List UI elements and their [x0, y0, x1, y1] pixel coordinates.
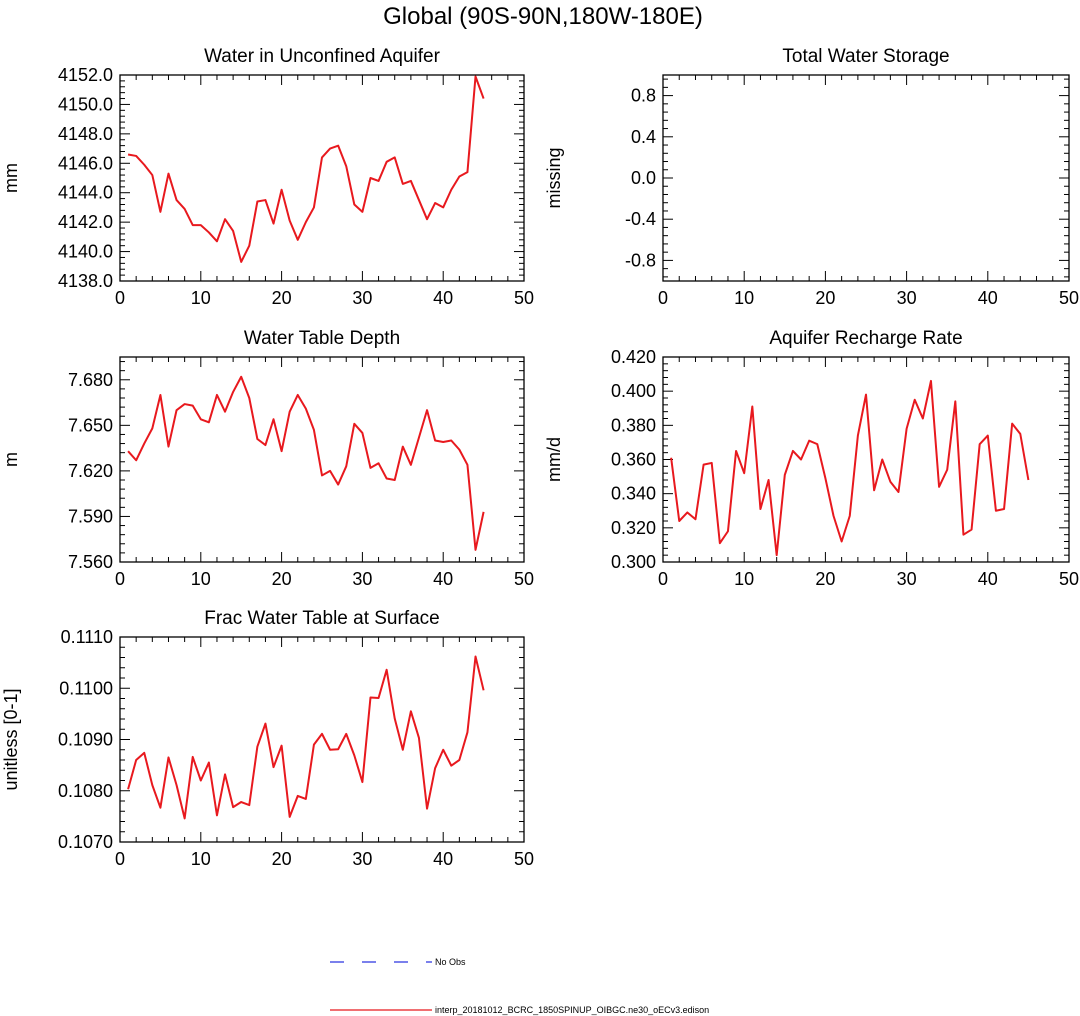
- plot-frame: [119, 636, 525, 843]
- x-tick-label: 30: [897, 569, 917, 589]
- y-axis-label: unitless [0-1]: [1, 688, 21, 790]
- series-line: [670, 379, 1030, 557]
- y-tick-label: 4150.0: [58, 94, 113, 114]
- x-tick-label: 10: [734, 288, 754, 308]
- y-tick-label: 7.680: [68, 370, 113, 390]
- x-tick-label: 10: [191, 288, 211, 308]
- x-tick-label: 50: [1059, 569, 1079, 589]
- panel-water-table-depth: Water Table Depth m 0 10 20 30 40 50 7.560 7.590 7…: [1, 328, 534, 589]
- y-tick-label: 0.360: [611, 450, 656, 470]
- y-tick-label: -0.8: [625, 250, 656, 270]
- y-tick-label: 0.4: [631, 127, 656, 147]
- y-tick-label: 7.560: [68, 552, 113, 572]
- y-axis-label: mm/d: [544, 437, 564, 482]
- x-tick-label: 20: [272, 288, 292, 308]
- x-tick-label: 30: [352, 849, 372, 869]
- y-tick-label: 0.0: [631, 168, 656, 188]
- x-tick-label: 40: [433, 288, 453, 308]
- x-tick-label: 50: [514, 569, 534, 589]
- x-tick-label: 0: [115, 569, 125, 589]
- x-tick-label: 20: [272, 569, 292, 589]
- x-tick-label: 0: [658, 569, 668, 589]
- y-tick-label: 0.300: [611, 552, 656, 572]
- x-tick-label: 30: [352, 569, 372, 589]
- x-tick-label: 40: [978, 288, 998, 308]
- y-tick-label: 0.420: [611, 347, 656, 367]
- y-tick-label: 0.340: [611, 484, 656, 504]
- legend-model-label: interp_20181012_BCRC_1850SPINUP_OIBGC.ne…: [435, 1005, 709, 1015]
- y-tick-label: 0.400: [611, 381, 656, 401]
- y-tick-label: 4140.0: [58, 242, 113, 262]
- x-tick-label: 10: [191, 849, 211, 869]
- panel-title: Total Water Storage: [782, 46, 949, 67]
- y-tick-label: 0.1100: [59, 678, 113, 698]
- x-tick-label: 20: [815, 569, 835, 589]
- x-tick-label: 0: [115, 849, 125, 869]
- x-tick-label: 20: [815, 288, 835, 308]
- y-tick-label: 7.620: [68, 461, 113, 481]
- y-tick-label: 4146.0: [58, 153, 113, 173]
- y-tick-label: 0.380: [611, 415, 656, 435]
- panel-title: Water Table Depth: [244, 328, 400, 349]
- y-axis-label: m: [1, 452, 21, 467]
- plot-frame: [119, 74, 525, 282]
- y-tick-label: 0.8: [631, 86, 656, 106]
- legend-obs-label: No Obs: [435, 957, 466, 967]
- x-tick-label: 40: [978, 569, 998, 589]
- y-tick-label: 4152.0: [58, 65, 113, 85]
- figure-title: Global (90S-90N,180W-180E): [383, 3, 703, 30]
- y-tick-label: 4148.0: [58, 124, 113, 144]
- x-tick-label: 30: [897, 288, 917, 308]
- y-tick-label: 4138.0: [58, 271, 113, 291]
- x-tick-label: 30: [352, 288, 372, 308]
- y-tick-label: 0.1070: [58, 832, 113, 852]
- y-tick-label: -0.4: [625, 209, 656, 229]
- panel-water-in-unconfined-aquifer: Water in Unconfined Aquifer mm 0 10 20 30 40 50…: [1, 46, 534, 308]
- x-tick-label: 20: [272, 849, 292, 869]
- x-tick-label: 50: [514, 849, 534, 869]
- x-tick-label: 10: [734, 569, 754, 589]
- x-tick-label: 0: [658, 288, 668, 308]
- panel-title: Frac Water Table at Surface: [204, 608, 440, 629]
- y-axis-label: mm: [1, 163, 21, 193]
- series-line: [127, 375, 485, 551]
- y-tick-label: 4144.0: [58, 183, 113, 203]
- y-tick-label: 0.1080: [58, 781, 113, 801]
- panel-title: Water in Unconfined Aquifer: [204, 46, 441, 67]
- y-tick-label: 0.1090: [58, 730, 113, 750]
- y-tick-label: 7.590: [68, 506, 113, 526]
- y-tick-label: 7.650: [68, 415, 113, 435]
- plot-frame: [662, 74, 1070, 282]
- series-line: [127, 655, 485, 820]
- legend: No Obs interp_20181012_BCRC_1850SPINUP_O…: [330, 957, 709, 1015]
- x-tick-label: 10: [191, 569, 211, 589]
- panel-title: Aquifer Recharge Rate: [769, 328, 962, 349]
- x-tick-label: 0: [115, 288, 125, 308]
- y-tick-label: 0.1110: [61, 627, 113, 647]
- y-tick-label: 4142.0: [58, 212, 113, 232]
- x-tick-label: 40: [433, 569, 453, 589]
- panel-aquifer-recharge-rate: Aquifer Recharge Rate mm/d 0 10 20 30 40 50 0.30…: [544, 328, 1079, 589]
- panel-frac-water-table-at-surface: Frac Water Table at Surface unitless [0-1…: [1, 608, 534, 869]
- y-tick-label: 0.320: [611, 518, 656, 538]
- x-tick-label: 50: [1059, 288, 1079, 308]
- series-line: [127, 75, 485, 263]
- x-tick-label: 40: [433, 849, 453, 869]
- x-tick-label: 50: [514, 288, 534, 308]
- plot-frame: [119, 356, 525, 563]
- panel-total-water-storage: Total Water Storage missing 0 10 20 30 40 50 -0.…: [544, 46, 1079, 308]
- y-axis-label: missing: [544, 147, 564, 208]
